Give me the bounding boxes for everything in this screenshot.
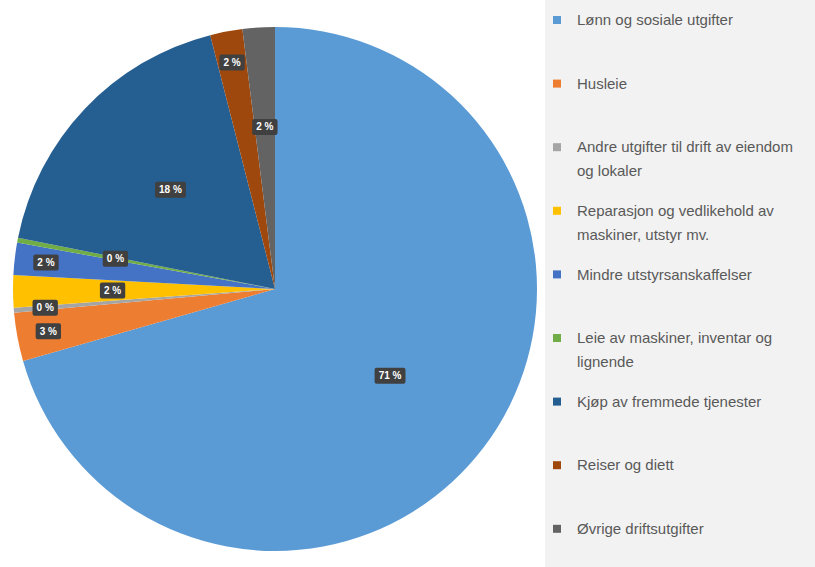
legend-label: Reparasjon og vedlikehold av maskiner, ut…	[577, 202, 774, 243]
legend-swatch	[553, 143, 561, 151]
data-label-text: 2 %	[256, 121, 273, 132]
data-label-box	[33, 254, 58, 270]
legend-label: Øvrige driftsutgifter	[577, 520, 704, 537]
data-label: 2 %	[33, 254, 58, 270]
legend-label: Kjøp av fremmede tjenester	[577, 393, 761, 410]
data-label-box	[36, 323, 61, 339]
chart: 71 % 3 % 0 % 2 % 2 % 0 % 18 % 2 % 2 % Lønn og sos…	[0, 0, 815, 567]
legend-label-line: Lønn og sosiale utgifter	[577, 11, 733, 28]
legend-swatch	[553, 398, 561, 406]
data-label: 2 %	[100, 283, 125, 299]
data-label-box	[100, 283, 125, 299]
data-label: 0 %	[33, 300, 58, 316]
legend-item: Reparasjon og vedlikehold av maskiner, ut…	[553, 202, 774, 243]
pie-slice	[14, 289, 275, 361]
legend-swatch	[553, 80, 561, 88]
data-label-text: 2 %	[223, 57, 240, 68]
legend-label-line: Mindre utstyrsanskaffelser	[577, 266, 752, 283]
data-label: 71 %	[375, 368, 406, 384]
legend-panel	[545, 0, 815, 567]
legend-label: Mindre utstyrsanskaffelser	[577, 266, 752, 283]
legend-label-line: lignende	[577, 353, 634, 370]
pie-slice	[242, 27, 275, 289]
legend-swatch	[553, 334, 561, 342]
legend-label: Leie av maskiner, inventar og lignende	[577, 329, 772, 370]
legend-item: Kjøp av fremmede tjenester	[553, 393, 761, 410]
data-label: 3 %	[36, 323, 61, 339]
legend-item: Mindre utstyrsanskaffelser	[553, 266, 752, 283]
data-label: 18 %	[155, 182, 186, 198]
data-label-box	[155, 182, 186, 198]
legend-label-line: Reparasjon og vedlikehold av	[577, 202, 774, 219]
legend-label-line: og lokaler	[577, 162, 642, 179]
legend-label: Andre utgifter til drift av eiendom og lo…	[577, 138, 793, 179]
legend-label-line: Øvrige driftsutgifter	[577, 520, 704, 537]
legend-swatch	[553, 270, 561, 278]
legend-item: Leie av maskiner, inventar og lignende	[553, 329, 772, 370]
data-labels: 71 % 3 % 0 % 2 % 2 % 0 % 18 % 2 % 2 %	[33, 54, 406, 383]
legend-label-line: Reiser og diett	[577, 456, 675, 473]
legend-label: Lønn og sosiale utgifter	[577, 11, 733, 28]
legend-swatch	[553, 461, 561, 469]
legend: Lønn og sosiale utgifter Husleie Andre utg…	[553, 11, 793, 537]
legend-item: Andre utgifter til drift av eiendom og lo…	[553, 138, 793, 179]
data-label-text: 18 %	[159, 184, 182, 195]
legend-label-line: Leie av maskiner, inventar og	[577, 329, 772, 346]
data-label-box	[103, 251, 128, 267]
legend-label-line: maskiner, utstyr mv.	[577, 226, 709, 243]
legend-label-line: Kjøp av fremmede tjenester	[577, 393, 761, 410]
data-label-text: 0 %	[107, 253, 124, 264]
legend-swatch	[553, 525, 561, 533]
legend-label-line: Husleie	[577, 75, 627, 92]
data-label-text: 3 %	[40, 326, 57, 337]
data-label-box	[375, 368, 406, 384]
legend-swatch	[553, 207, 561, 215]
legend-label: Husleie	[577, 75, 627, 92]
legend-item: Husleie	[553, 75, 627, 92]
legend-item: Øvrige driftsutgifter	[553, 520, 704, 537]
legend-label-line: Andre utgifter til drift av eiendom	[577, 138, 793, 155]
data-label: 2 %	[252, 119, 277, 135]
legend-item: Lønn og sosiale utgifter	[553, 11, 733, 28]
data-label-text: 71 %	[379, 370, 402, 381]
legend-item: Reiser og diett	[553, 456, 675, 473]
data-label-box	[33, 300, 58, 316]
legend-swatch	[553, 16, 561, 24]
data-label-text: 2 %	[104, 285, 121, 296]
data-label-box	[252, 119, 277, 135]
data-label: 0 %	[103, 251, 128, 267]
pie	[13, 27, 537, 551]
data-label-text: 2 %	[37, 257, 54, 268]
data-label-box	[219, 54, 244, 70]
data-label: 2 %	[219, 54, 244, 70]
legend-label: Reiser og diett	[577, 456, 675, 473]
data-label-text: 0 %	[37, 302, 54, 313]
